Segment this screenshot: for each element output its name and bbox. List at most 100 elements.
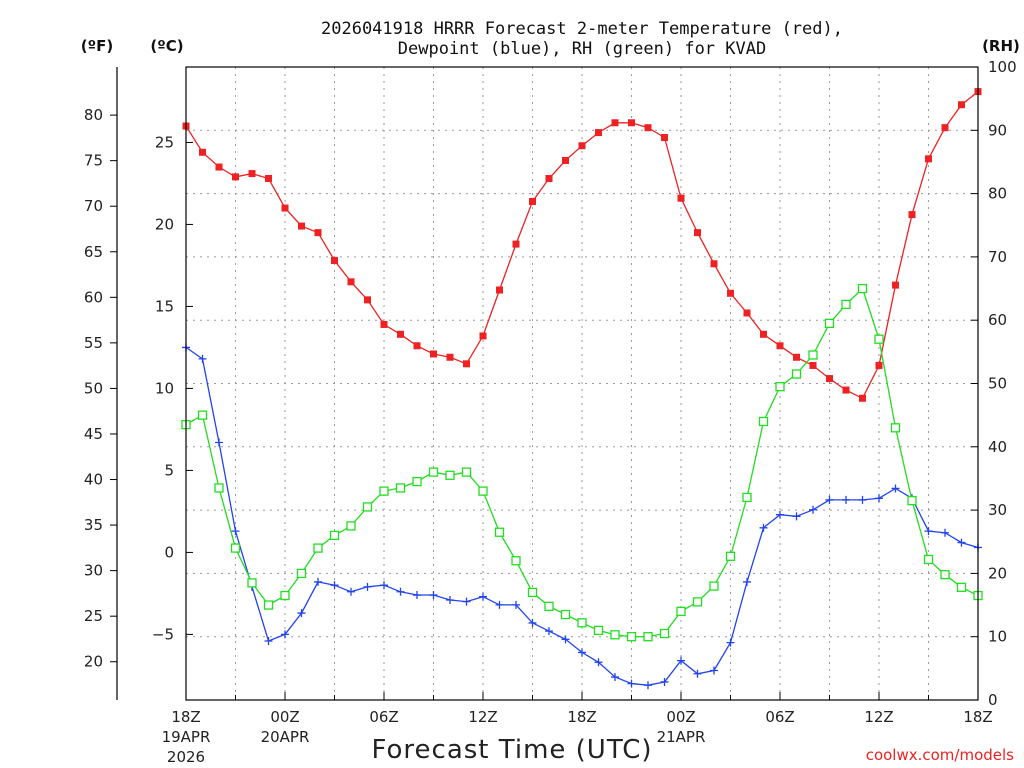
rh-point [610,630,620,640]
temperature-point [875,361,883,369]
rh-point [725,551,736,561]
dewpoint-point [875,494,883,503]
rh-tick-label: 60 [988,311,1007,329]
dewpoint-point [297,609,306,618]
rh-tick-label: 70 [988,248,1007,266]
fahrenheit-tick-label: 35 [84,516,103,534]
temperature-point [826,375,833,383]
rh-point [577,618,587,628]
data-series [181,88,983,690]
temperature-point [760,330,767,338]
temperature-point [298,222,305,230]
dewpoint-point [792,512,801,521]
temperature-point [463,360,470,368]
dewpoint-point [743,577,751,586]
temperature-point [892,281,899,289]
celsius-tick-label: 0 [164,543,174,561]
fahrenheit-unit-label: (ºF) [81,37,113,55]
fahrenheit-tick-label: 70 [84,197,103,215]
temperature-point [512,240,520,248]
rh-point [395,483,406,493]
temperature-point [710,260,718,268]
fahrenheit-tick-label: 75 [84,152,103,170]
celsius-tick-label: 15 [155,297,174,315]
rh-point [758,416,769,427]
temperature-point [265,175,272,183]
temperature-point [941,124,949,132]
temperature-point [628,119,635,127]
time-tick-label: 06Z [765,708,794,726]
dewpoint-point [660,677,669,686]
rh-point [247,578,257,588]
time-tick-label: 00Z [666,708,695,726]
time-axis: 18Z 19APR 2026 00Z 20APR 06Z 12Z 18Z 00Z 21APR 06Z… [162,692,993,766]
dewpoint-point [231,527,240,536]
rh-point [329,530,340,541]
rh-point [643,632,653,642]
fahrenheit-tick-label: 65 [84,243,103,261]
temperature-point [809,361,817,369]
rh-point [841,299,851,310]
dewpoint-point [479,592,487,601]
rh-point [791,369,802,379]
fahrenheit-tick-label: 25 [84,607,103,625]
rh-point [709,581,719,591]
rh-tick-label: 20 [988,564,1007,582]
rh-point [214,483,224,493]
chart-title-line-2: Dewpoint (blue), RH (green) for KVAD [398,39,766,59]
temperature-point [364,296,371,304]
rh-point [362,502,373,512]
rh-point [560,609,571,620]
temperature-point [496,286,503,294]
fahrenheit-tick-label: 40 [84,471,103,489]
dewpoint-point [512,600,520,609]
rh-point [511,556,521,566]
rh-tick-label: 40 [988,438,1007,456]
time-tick-label: 00Z [270,708,299,726]
rh-tick-label: 30 [988,501,1007,519]
celsius-tick-label: 25 [155,133,174,151]
celsius-tick-label: −5 [152,625,174,643]
rh-tick-label: 80 [988,185,1007,203]
dewpoint-point [495,600,504,609]
x-axis-label: Forecast Time (UTC) [371,735,652,765]
dewpoint-point [726,638,735,647]
date-tick-label: 20APR [261,728,310,746]
temperature-point [644,124,652,132]
rh-point [197,410,208,420]
dewpoint-point [198,354,207,363]
series-dewpoint [182,343,982,690]
dewpoint-point [429,591,438,600]
temperature-point [380,320,388,328]
rh-tick-label: 100 [988,58,1017,76]
temperature-point [776,342,784,350]
fahrenheit-tick-label: 45 [84,425,103,443]
dewpoint-point [462,597,471,606]
temperature-point [743,309,751,317]
temperature-point [281,204,289,212]
dewpoint-point [677,656,685,665]
rh-point [445,470,455,480]
dewpoint-point [578,648,586,657]
dewpoint-point [264,636,273,645]
temperature-point [661,134,668,142]
dewpoint-point [809,505,817,514]
rh-point [940,570,950,580]
chart-title-line-1: 2026041918 HRRR Forecast 2-meter Tempera… [321,19,843,39]
rh-point [676,606,686,617]
temperature-point [347,278,355,286]
rh-point [461,467,472,477]
rh-point [659,628,670,639]
temperature-point [578,142,586,150]
rh-point [527,587,538,598]
celsius-unit-label: (ºC) [150,37,183,55]
temperature-point [199,148,206,156]
rh-point [428,467,439,477]
temperature-point [397,330,404,338]
dewpoint-point [380,581,388,590]
rh-point [478,486,488,496]
temperature-point [446,353,454,361]
dewpoint-point [693,669,702,678]
